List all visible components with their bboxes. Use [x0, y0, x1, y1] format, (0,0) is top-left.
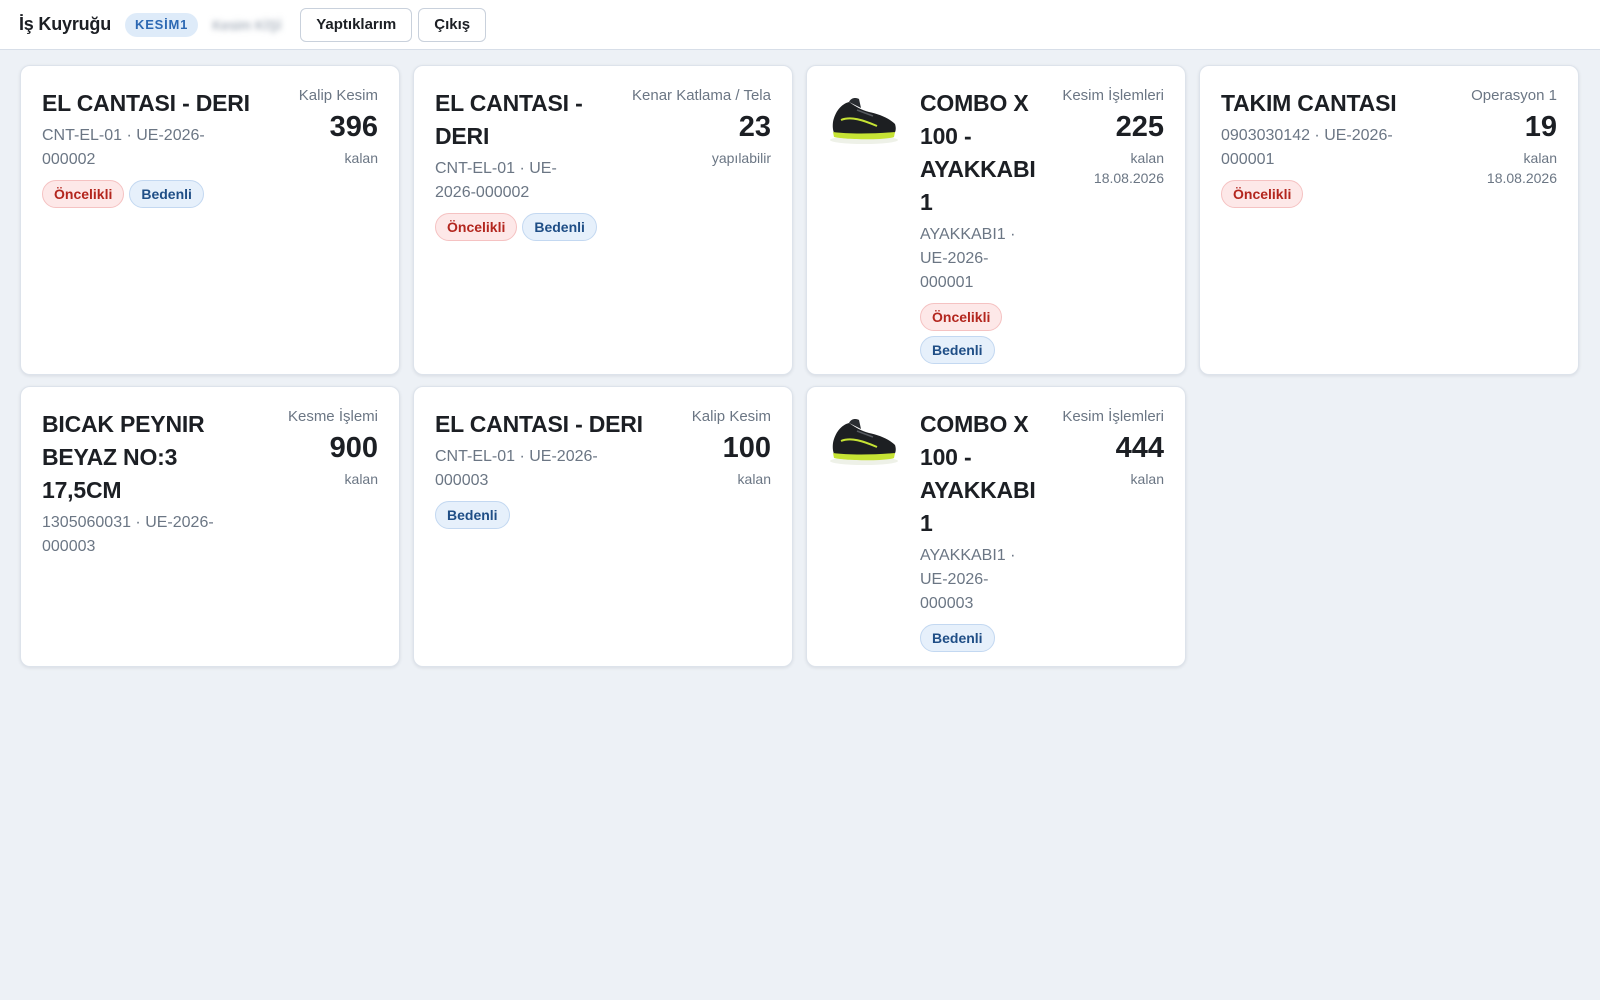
- badge-row: Öncelikli: [1221, 180, 1421, 208]
- operation-name: Kesim İşlemleri: [1062, 408, 1164, 425]
- product-name: EL CANTASI - DERI: [42, 90, 250, 116]
- product-code: AYAKKABI1 · UE-2026-000001: [920, 226, 1016, 291]
- priority-badge: Öncelikli: [42, 180, 125, 208]
- card-info: COMBO X 100 - AYAKKABI 1 AYAKKABI1 · UE-2…: [920, 87, 1040, 364]
- page-title: İş Kuyruğu: [19, 14, 112, 34]
- sized-badge: Bedenli: [435, 501, 510, 529]
- product-code: AYAKKABI1 · UE-2026-000003: [920, 547, 1016, 612]
- card-status: Kenar Katlama / Tela 23 yapılabilir: [611, 86, 771, 168]
- station-badge: KESİM1: [125, 12, 199, 37]
- quantity-value: 444: [1115, 432, 1164, 464]
- top-bar: İş Kuyruğu KESİM1 Kesim KİŞİ Yaptıklarım…: [0, 0, 1600, 50]
- priority-badge: Öncelikli: [435, 213, 518, 241]
- card-status: Kalip Kesim 396 kalan: [218, 86, 378, 168]
- operation-name: Operasyon 1: [1471, 87, 1557, 104]
- product-code: 0903030142 · UE-2026-000001: [1221, 127, 1393, 168]
- card-info: TAKIM CANTASI 0903030142 · UE-2026-000001…: [1221, 87, 1421, 208]
- priority-badge: Öncelikli: [1221, 180, 1304, 208]
- shoe-icon: [827, 90, 901, 148]
- shoe-icon: [827, 411, 901, 469]
- card-status: Operasyon 1 19 kalan 18.08.2026: [1437, 86, 1557, 189]
- card-status: Kesme İşlemi 900 kalan: [258, 407, 378, 489]
- card-info: EL CANTASI - DERI CNT-EL-01 · UE-2026-000…: [435, 87, 597, 241]
- operation-name: Kalip Kesim: [298, 87, 378, 104]
- work-card[interactable]: COMBO X 100 - AYAKKABI 1 AYAKKABI1 · UE-2…: [806, 386, 1186, 667]
- card-info: BICAK PEYNIR BEYAZ NO:3 17,5CM 1305060031…: [42, 408, 257, 559]
- product-name: BICAK PEYNIR BEYAZ NO:3 17,5CM: [42, 411, 205, 503]
- quantity-label: kalan: [1130, 471, 1164, 487]
- quantity-label: kalan: [344, 471, 378, 487]
- operation-name: Kenar Katlama / Tela: [632, 87, 771, 104]
- sized-badge: Bedenli: [920, 624, 995, 652]
- quantity-value: 396: [329, 111, 378, 143]
- badge-row: Öncelikli Bedenli: [920, 303, 1020, 364]
- product-code: CNT-EL-01 · UE-2026-000002: [42, 127, 205, 168]
- product-name: COMBO X 100 - AYAKKABI 1: [920, 90, 1036, 215]
- card-status: Kalip Kesim 100 kalan: [651, 407, 771, 489]
- product-code: 1305060031 · UE-2026-000003: [42, 514, 214, 555]
- card-info: EL CANTASI - DERI CNT-EL-01 · UE-2026-000…: [435, 408, 650, 529]
- card-info: EL CANTASI - DERI CNT-EL-01 · UE-2026-000…: [42, 87, 257, 208]
- product-name: EL CANTASI - DERI: [435, 90, 583, 149]
- quantity-label: kalan: [1523, 150, 1557, 166]
- product-name: EL CANTASI - DERI: [435, 411, 643, 437]
- quantity-value: 19: [1524, 111, 1557, 143]
- quantity-value: 100: [722, 432, 771, 464]
- quantity-value: 900: [329, 432, 378, 464]
- work-card[interactable]: EL CANTASI - DERI CNT-EL-01 · UE-2026-000…: [413, 65, 793, 375]
- card-status: Kesim İşlemleri 444 kalan: [1044, 407, 1164, 489]
- quantity-value: 23: [738, 111, 771, 143]
- my-work-button[interactable]: Yaptıklarım: [300, 7, 413, 42]
- card-status: Kesim İşlemleri 225 kalan 18.08.2026: [1044, 86, 1164, 189]
- operation-name: Kesme İşlemi: [287, 408, 378, 425]
- logout-button[interactable]: Çıkış: [418, 7, 487, 42]
- work-card[interactable]: EL CANTASI - DERI CNT-EL-01 · UE-2026-000…: [20, 65, 400, 375]
- quantity-value: 225: [1115, 111, 1164, 143]
- work-card[interactable]: BICAK PEYNIR BEYAZ NO:3 17,5CM 1305060031…: [20, 386, 400, 667]
- quantity-label: yapılabilir: [711, 150, 771, 166]
- product-name: TAKIM CANTASI: [1221, 90, 1397, 116]
- sized-badge: Bedenli: [522, 213, 597, 241]
- quantity-label: kalan: [344, 150, 378, 166]
- badge-row: Öncelikli Bedenli: [42, 180, 242, 208]
- sized-badge: Bedenli: [920, 336, 995, 364]
- work-card[interactable]: EL CANTASI - DERI CNT-EL-01 · UE-2026-000…: [413, 386, 793, 667]
- badge-row: Öncelikli Bedenli: [435, 213, 635, 241]
- sized-badge: Bedenli: [129, 180, 204, 208]
- operation-name: Kalip Kesim: [691, 408, 771, 425]
- badge-row: Bedenli: [435, 501, 635, 529]
- card-info: COMBO X 100 - AYAKKABI 1 AYAKKABI1 · UE-2…: [920, 408, 1040, 652]
- product-name: COMBO X 100 - AYAKKABI 1: [920, 411, 1036, 536]
- work-card[interactable]: COMBO X 100 - AYAKKABI 1 AYAKKABI1 · UE-2…: [806, 65, 1186, 375]
- due-date: 18.08.2026: [1093, 170, 1164, 186]
- work-card[interactable]: TAKIM CANTASI 0903030142 · UE-2026-000001…: [1199, 65, 1579, 375]
- user-name: Kesim KİŞİ: [212, 16, 282, 33]
- quantity-label: kalan: [737, 471, 771, 487]
- operation-name: Kesim İşlemleri: [1062, 87, 1164, 104]
- priority-badge: Öncelikli: [920, 303, 1003, 331]
- quantity-label: kalan: [1130, 150, 1164, 166]
- badge-row: Bedenli: [920, 624, 1020, 652]
- due-date: 18.08.2026: [1486, 170, 1557, 186]
- product-code: CNT-EL-01 · UE-2026-000002: [435, 160, 557, 201]
- product-code: CNT-EL-01 · UE-2026-000003: [435, 448, 598, 489]
